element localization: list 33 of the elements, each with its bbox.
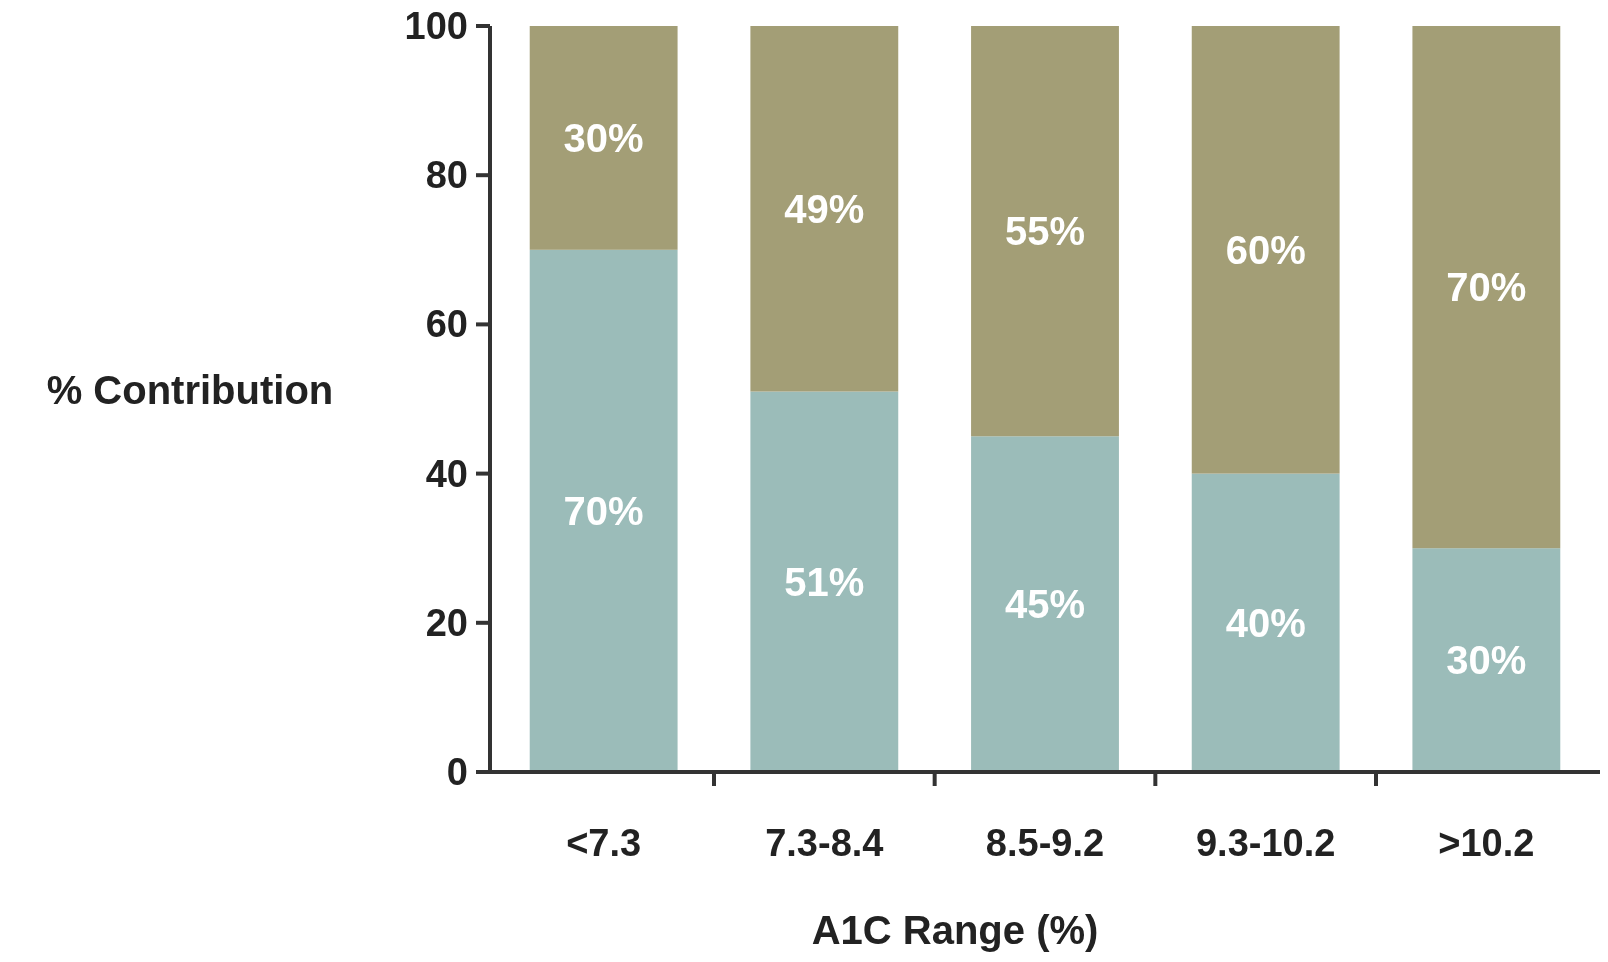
bar: [1412, 26, 1561, 549]
x-tick-label: 9.3-10.2: [1195, 822, 1336, 864]
bar: [750, 26, 899, 392]
x-tick-label: 7.3-8.4: [765, 822, 884, 864]
x-axis-title: A1C Range (%): [811, 908, 1099, 952]
bar: [971, 26, 1119, 437]
data-label: 30%: [1446, 638, 1527, 683]
data-label: 70%: [1446, 265, 1527, 310]
data-label: 49%: [784, 186, 865, 231]
data-label: 45%: [1004, 582, 1086, 627]
x-tick-label: 8.5-9.2: [985, 822, 1105, 864]
y-tick-label: 20: [425, 601, 468, 644]
bar: [971, 436, 1119, 772]
y-tick-label: 40: [425, 452, 468, 495]
x-tick-label: >10.2: [1438, 822, 1535, 864]
y-tick-label: 80: [425, 154, 468, 197]
data-label: 70%: [563, 488, 644, 533]
bar: [1191, 473, 1340, 772]
data-label: 55%: [1004, 209, 1086, 254]
y-axis-title: % Contribution: [46, 368, 334, 412]
data-label: 60%: [1225, 227, 1306, 272]
bar: [529, 249, 678, 772]
bar: [1412, 548, 1561, 772]
y-tick-label: 0: [446, 751, 468, 793]
y-tick-label: 100: [404, 5, 468, 47]
y-tick-label: 60: [425, 303, 468, 346]
bar: [750, 391, 899, 772]
bar: [1191, 26, 1340, 474]
data-label: 30%: [563, 115, 644, 160]
data-label: 40%: [1225, 600, 1306, 645]
bar: [529, 26, 678, 250]
x-tick-label: <7.3: [566, 822, 642, 864]
data-label: 51%: [784, 559, 865, 604]
